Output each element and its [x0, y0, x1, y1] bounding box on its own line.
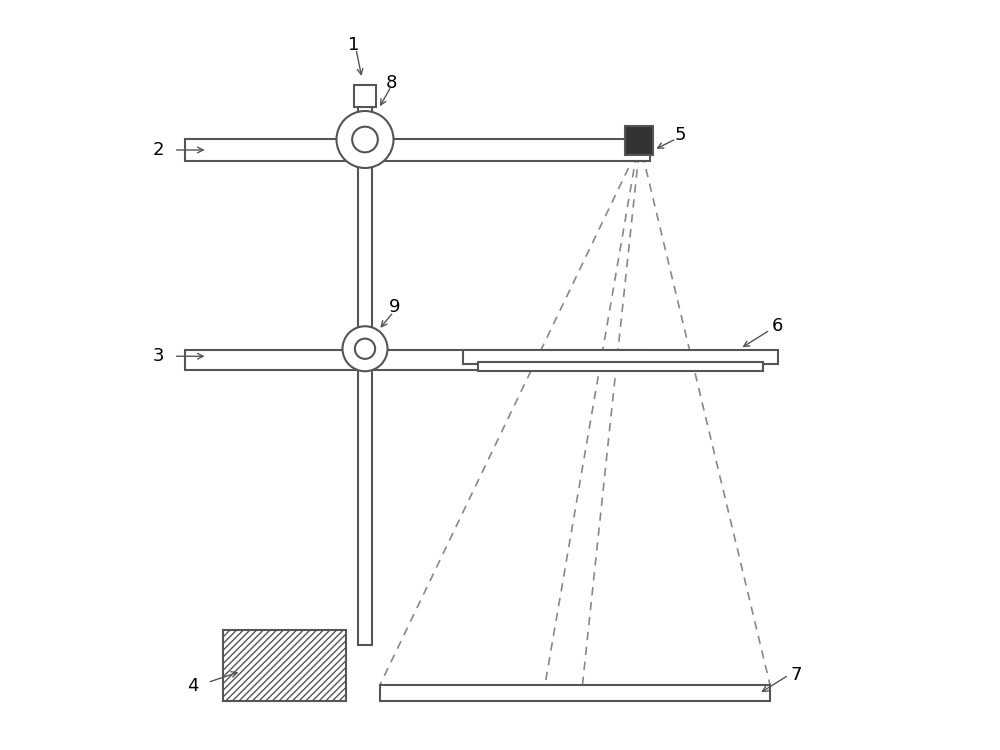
- Bar: [380, 685, 770, 701]
- Text: 7: 7: [790, 666, 802, 684]
- Bar: [185, 350, 650, 370]
- Bar: [624, 126, 653, 154]
- Circle shape: [352, 127, 378, 152]
- Bar: [358, 90, 372, 645]
- Circle shape: [355, 339, 375, 359]
- Bar: [462, 350, 778, 364]
- Circle shape: [342, 326, 388, 371]
- Text: 5: 5: [674, 126, 686, 144]
- Text: 1: 1: [348, 36, 359, 54]
- Text: 8: 8: [386, 74, 397, 92]
- Text: 3: 3: [153, 347, 164, 365]
- Bar: [478, 362, 763, 371]
- Bar: [222, 630, 346, 701]
- Bar: [185, 140, 650, 160]
- Bar: [354, 85, 376, 107]
- Text: 6: 6: [772, 317, 783, 335]
- Circle shape: [336, 111, 394, 168]
- Text: 9: 9: [389, 298, 401, 316]
- Text: 2: 2: [153, 141, 164, 159]
- Text: 4: 4: [187, 677, 198, 695]
